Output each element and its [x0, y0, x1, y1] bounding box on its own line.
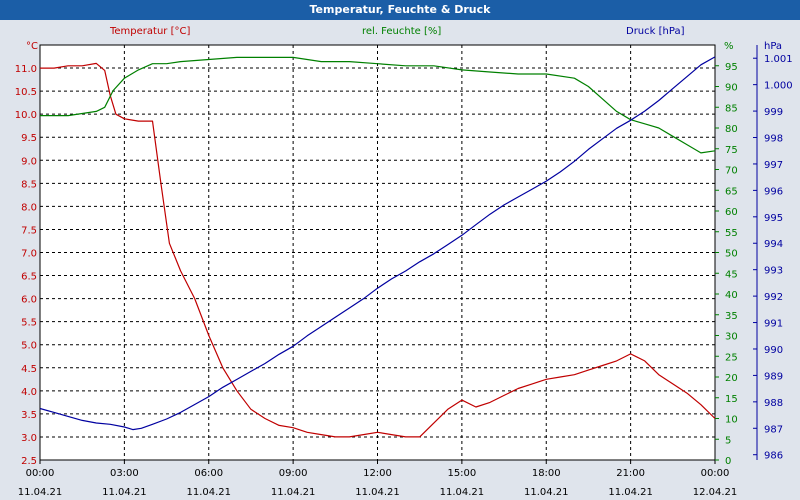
humidity-tick-label: 30	[725, 332, 738, 343]
humidity-tick-label: 80	[725, 124, 738, 135]
x-tick-time: 15:00	[447, 468, 476, 479]
pressure-tick-label: 990	[764, 345, 783, 356]
x-tick-date: 11.04.21	[18, 487, 63, 498]
temperature-tick-label: 10.0	[15, 110, 37, 121]
temperature-tick-label: 9.0	[21, 156, 37, 167]
x-tick-date: 11.04.21	[524, 487, 569, 498]
temperature-tick-label: 5.0	[21, 341, 37, 352]
temperature-tick-label: 3.0	[21, 433, 37, 444]
temperature-tick-label: 8.5	[21, 179, 37, 190]
pressure-tick-label: 997	[764, 160, 783, 171]
temperature-series-line	[40, 62, 716, 438]
chart-title: Temperatur, Feuchte & Druck	[0, 0, 800, 20]
temperature-tick-label: 5.5	[21, 318, 37, 329]
pressure-tick-label: 992	[764, 292, 783, 303]
pressure-tick-label: 1.001	[764, 54, 793, 65]
temperature-tick-label: 3.5	[21, 410, 37, 421]
pressure-tick-label: 988	[764, 398, 783, 409]
pressure-series-line	[39, 56, 716, 431]
x-tick-time: 00:00	[26, 468, 55, 479]
humidity-tick-label: 25	[725, 352, 738, 363]
pressure-tick-label: 987	[764, 424, 783, 435]
pressure-tick-label: 999	[764, 107, 783, 118]
x-tick-date: 11.04.21	[271, 487, 316, 498]
humidity-tick-label: 45	[725, 269, 738, 280]
humidity-tick-label: 70	[725, 166, 738, 177]
humidity-tick-label: 10	[725, 415, 738, 426]
humidity-tick-label: 75	[725, 145, 738, 156]
x-tick-time: 12:00	[363, 468, 392, 479]
humidity-tick-label: 90	[725, 83, 738, 94]
humidity-axis-label: rel. Feuchte [%]	[362, 26, 441, 37]
humidity-unit: %	[724, 41, 734, 52]
grid-lines	[40, 45, 715, 460]
pressure-tick-label: 1.000	[764, 81, 793, 92]
pressure-unit: hPa	[764, 41, 782, 52]
temperature-unit: °C	[26, 41, 38, 52]
temperature-tick-label: 4.0	[21, 387, 37, 398]
temperature-tick-label: 9.5	[21, 133, 37, 144]
temperature-tick-label: 7.5	[21, 225, 37, 236]
humidity-tick-label: 85	[725, 103, 738, 114]
x-tick-time: 03:00	[110, 468, 139, 479]
pressure-tick-label: 996	[764, 186, 783, 197]
humidity-tick-label: 60	[725, 207, 738, 218]
humidity-tick-label: 15	[725, 394, 738, 405]
temperature-tick-label: 11.0	[15, 64, 37, 75]
temperature-tick-label: 2.5	[21, 456, 37, 467]
x-tick-time: 18:00	[532, 468, 561, 479]
x-tick-time: 21:00	[616, 468, 645, 479]
x-tick-date: 12.04.21	[693, 487, 738, 498]
temperature-tick-label: 10.5	[15, 87, 37, 98]
temperature-tick-label: 6.0	[21, 295, 37, 306]
temperature-axis-label: Temperatur [°C]	[109, 26, 190, 37]
humidity-tick-label: 50	[725, 249, 738, 260]
chart-area: 00:00 11.04.21 03:00 11.04.21 06:00 11.04.21 0…	[0, 20, 800, 500]
pressure-tick-label: 989	[764, 371, 783, 382]
humidity-tick-label: 95	[725, 62, 738, 73]
x-tick-time: 00:00	[701, 468, 730, 479]
x-tick-date: 11.04.21	[355, 487, 400, 498]
pressure-tick-label: 986	[764, 451, 783, 462]
humidity-tick-label: 0	[725, 456, 731, 467]
humidity-tick-label: 65	[725, 186, 738, 197]
pressure-tick-label: 994	[764, 239, 783, 250]
humidity-tick-label: 35	[725, 311, 738, 322]
temperature-tick-label: 4.5	[21, 364, 37, 375]
pressure-tick-label: 998	[764, 134, 783, 145]
x-tick-time: 09:00	[279, 468, 308, 479]
series-lines	[39, 56, 716, 438]
x-tick-date: 11.04.21	[440, 487, 485, 498]
humidity-tick-label: 55	[725, 228, 738, 239]
humidity-tick-label: 40	[725, 290, 738, 301]
humidity-series-line	[40, 56, 716, 154]
temperature-tick-label: 8.0	[21, 202, 37, 213]
pressure-tick-label: 995	[764, 213, 783, 224]
temperature-tick-label: 7.0	[21, 249, 37, 260]
humidity-tick-label: 5	[725, 435, 731, 446]
axis-ticks: 00:00 11.04.21 03:00 11.04.21 06:00 11.04.21 0…	[15, 45, 793, 498]
pressure-axis-label: Druck [hPa]	[626, 26, 685, 37]
pressure-tick-label: 993	[764, 266, 783, 277]
humidity-tick-label: 20	[725, 373, 738, 384]
temperature-tick-label: 6.5	[21, 272, 37, 283]
x-tick-date: 11.04.21	[186, 487, 231, 498]
x-tick-date: 11.04.21	[102, 487, 147, 498]
pressure-tick-label: 991	[764, 319, 783, 330]
x-tick-time: 06:00	[194, 468, 223, 479]
x-tick-date: 11.04.21	[608, 487, 653, 498]
